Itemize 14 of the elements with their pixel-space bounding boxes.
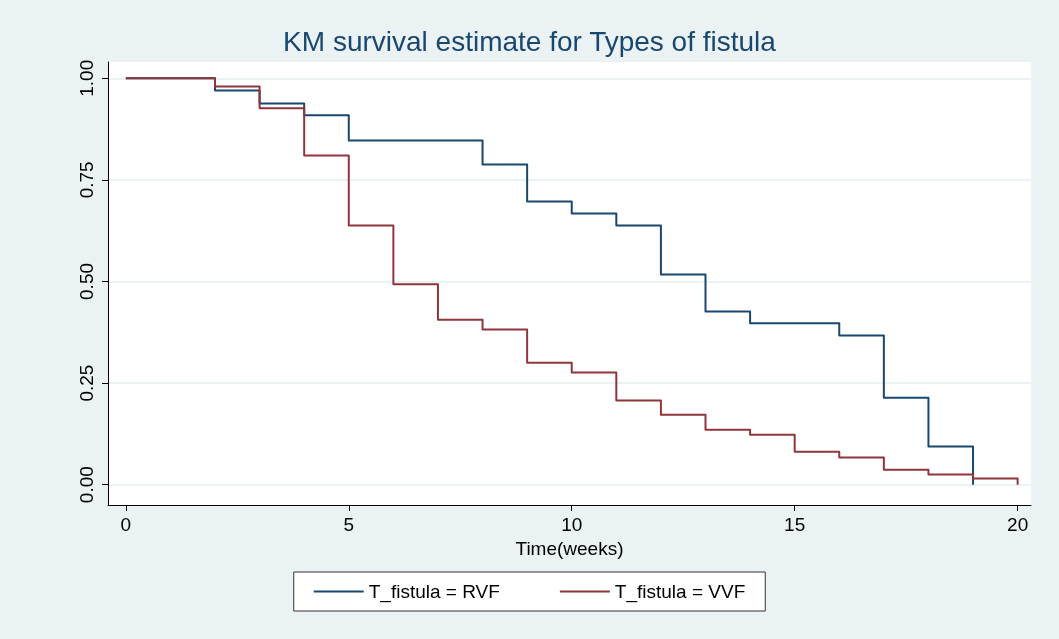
y-tick-label: 1.00 xyxy=(76,59,97,97)
y-tick-label: 0.50 xyxy=(76,262,97,300)
y-tick-label: 0.25 xyxy=(76,364,97,402)
x-tick-label: 15 xyxy=(784,514,806,535)
x-tick-label: 0 xyxy=(120,514,132,535)
legend-label: T_fistula = RVF xyxy=(368,581,500,603)
x-tick-label: 20 xyxy=(1007,514,1029,535)
y-tick-label: 0.00 xyxy=(76,466,97,504)
x-tick-label: 10 xyxy=(561,514,583,535)
legend-label: T_fistula = VVF xyxy=(614,581,746,603)
y-tick-label: 0.75 xyxy=(76,161,97,199)
x-axis-title: Time(weeks) xyxy=(515,537,624,559)
x-tick-label: 5 xyxy=(343,514,355,535)
chart-title: KM survival estimate for Types of fistula xyxy=(283,25,777,57)
